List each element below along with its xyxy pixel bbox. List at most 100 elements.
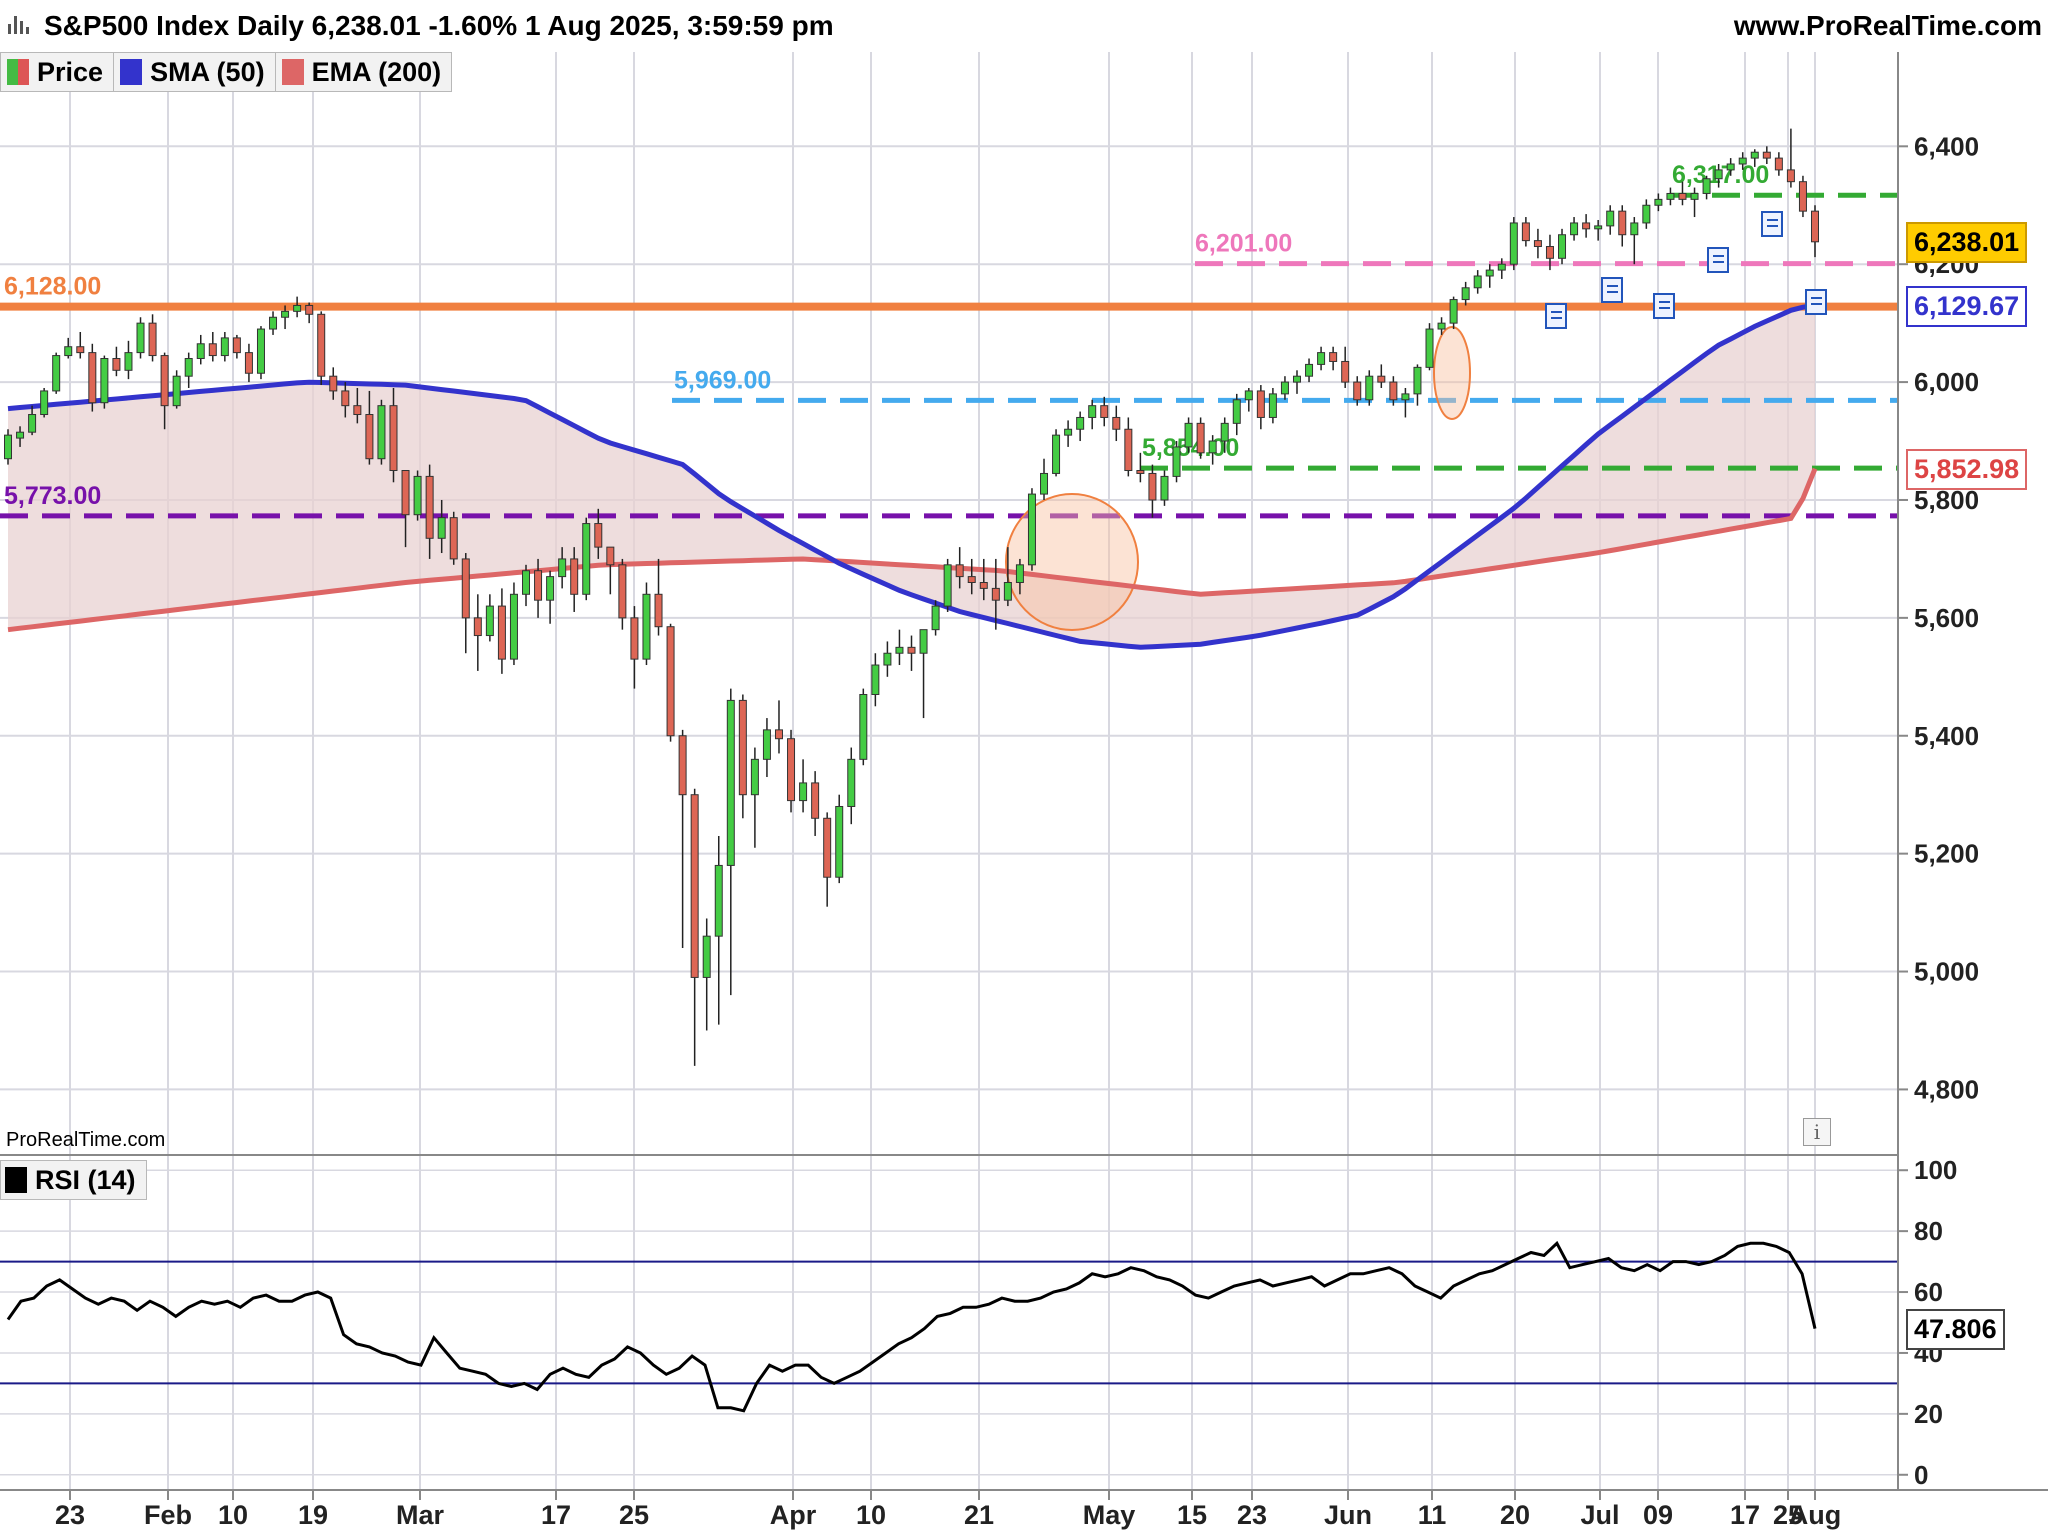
- x-tick-label: 25: [619, 1500, 649, 1530]
- candle-body: [1027, 493, 1036, 566]
- candle-body: [100, 358, 109, 404]
- candle-body: [859, 693, 868, 760]
- candle-body: [787, 738, 796, 802]
- header-bar: S&P500 Index Daily 6,238.01 -1.60% 1 Aug…: [0, 0, 2048, 52]
- candle-body: [124, 352, 133, 371]
- x-tick-label: Feb: [144, 1500, 192, 1530]
- candle-body: [1317, 352, 1326, 365]
- candle-body: [64, 346, 73, 357]
- rsi-swatch-icon: [5, 1167, 27, 1193]
- candle-body: [1124, 428, 1133, 472]
- candle-body: [955, 564, 964, 578]
- candle-body: [1292, 375, 1301, 383]
- note-icon-page: [1707, 247, 1729, 273]
- y-tick-label: 5,000: [1914, 957, 1979, 987]
- candle-body: [196, 343, 205, 360]
- candle-body: [1256, 390, 1265, 418]
- candle-body: [220, 337, 229, 357]
- candle-body: [1088, 405, 1097, 418]
- candle-body: [1798, 181, 1807, 212]
- candle-body: [1738, 157, 1747, 165]
- candle-body: [1678, 192, 1687, 200]
- candle-body: [1076, 416, 1085, 430]
- candle-body: [1545, 246, 1554, 259]
- level-label: 5,773.00: [4, 482, 101, 510]
- x-tick-label: 15: [1177, 1500, 1207, 1530]
- candle-body: [1172, 446, 1181, 477]
- candle-body: [1461, 287, 1470, 301]
- candle-body: [690, 794, 699, 978]
- candle-body: [522, 570, 531, 595]
- candle-body: [1341, 360, 1350, 383]
- note-icon[interactable]: [1707, 247, 1729, 273]
- candle-body: [1353, 381, 1362, 401]
- candle-body: [907, 646, 916, 654]
- site-link[interactable]: www.ProRealTime.com: [1733, 10, 2042, 41]
- candle-body: [582, 523, 591, 595]
- ema-value-badge: 5,852.98: [1906, 448, 2028, 490]
- candle-body: [1594, 225, 1603, 230]
- rsi-legend[interactable]: RSI (14): [0, 1160, 147, 1200]
- candle-body: [1220, 422, 1229, 442]
- x-tick-label: 21: [964, 1500, 994, 1530]
- horizontal-levels[interactable]: 6,317.006,201.006,128.005,969.005,854.00…: [0, 161, 1898, 519]
- candle-body: [1184, 422, 1193, 448]
- candle-body: [112, 358, 121, 371]
- legend-ema[interactable]: EMA (200): [274, 52, 453, 92]
- x-tick-label: 10: [218, 1500, 248, 1530]
- candle-body: [750, 758, 759, 796]
- candle-body: [654, 593, 663, 628]
- x-tick-label: 17: [541, 1500, 571, 1530]
- candle-body: [509, 593, 518, 660]
- legend-sma[interactable]: SMA (50): [113, 52, 276, 92]
- candle-body: [1654, 198, 1663, 206]
- candle-body: [931, 605, 940, 631]
- bottom-axis-bg: [0, 1490, 2048, 1536]
- rsi-value-badge: 47.806: [1906, 1309, 2005, 1351]
- candle-body: [1762, 151, 1771, 159]
- note-icon[interactable]: [1653, 293, 1675, 319]
- candle-body: [979, 582, 988, 589]
- x-tick-label: 20: [1500, 1500, 1530, 1530]
- x-tick-label: 09: [1643, 1500, 1673, 1530]
- rsi-panel: [0, 1154, 1898, 1413]
- note-icons[interactable]: [1545, 211, 1827, 329]
- note-icon[interactable]: [1601, 277, 1623, 303]
- candle-body: [678, 735, 687, 796]
- sma-value-badge: 6,129.67: [1906, 285, 2028, 327]
- last-price-badge: 6,238.01: [1906, 221, 2028, 263]
- note-icon[interactable]: [1545, 303, 1567, 329]
- candle-body: [967, 576, 976, 583]
- candle-body: [208, 343, 217, 357]
- y-tick-label: 5,600: [1914, 603, 1979, 633]
- candle-body: [835, 805, 844, 878]
- candle-body: [293, 304, 302, 312]
- candle-body: [136, 322, 145, 354]
- candle-body: [52, 355, 61, 392]
- candle-body: [702, 935, 711, 978]
- candle-body: [1136, 470, 1145, 474]
- candle-body: [1642, 204, 1651, 224]
- ema-sma-band: [8, 305, 1815, 648]
- x-tick-label: 11: [1418, 1500, 1447, 1530]
- candle-body: [1786, 169, 1795, 183]
- moving-average-lines: [7, 303, 1818, 650]
- note-icon-page: [1653, 293, 1675, 319]
- annotation-circles: [1005, 326, 1471, 631]
- note-icon[interactable]: [1761, 211, 1783, 237]
- note-icon[interactable]: [1805, 289, 1827, 315]
- candle-body: [365, 414, 374, 460]
- rsi-legend-label: RSI (14): [35, 1164, 136, 1195]
- x-tick-label: Aug: [1789, 1500, 1841, 1530]
- legend-price[interactable]: Price: [0, 52, 115, 92]
- candle-body: [473, 617, 482, 637]
- candle-body: [76, 346, 85, 354]
- candle-body: [1100, 405, 1109, 418]
- info-icon[interactable]: i: [1803, 1118, 1831, 1146]
- legend-price-label: Price: [37, 56, 104, 87]
- candle-body: [4, 434, 12, 460]
- candle-body: [1702, 178, 1711, 194]
- candle-body: [1208, 440, 1217, 454]
- level-label: 5,969.00: [674, 366, 771, 394]
